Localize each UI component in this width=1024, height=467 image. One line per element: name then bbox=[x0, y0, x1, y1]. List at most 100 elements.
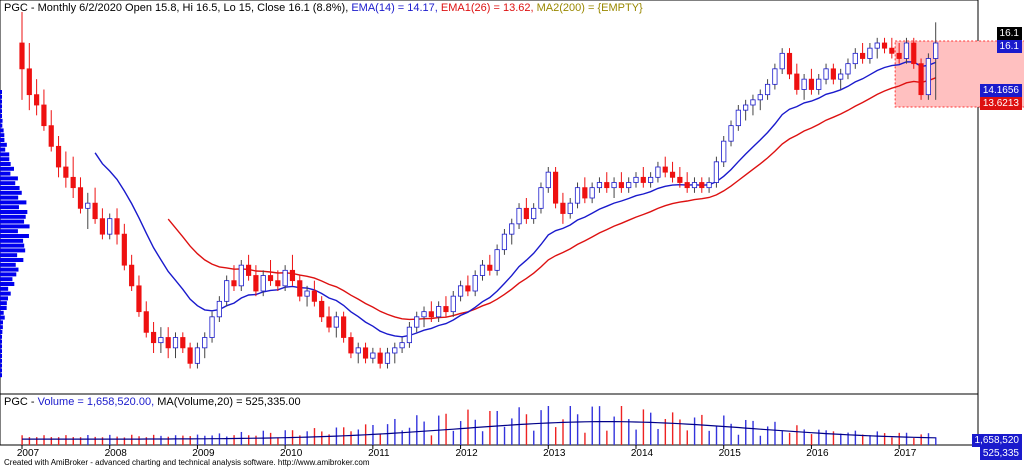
candle-body bbox=[238, 264, 244, 287]
volume-bar bbox=[57, 437, 60, 445]
candle-body bbox=[699, 182, 705, 189]
volume-bar bbox=[576, 414, 579, 445]
candle-body bbox=[860, 52, 866, 59]
profile-bar bbox=[0, 157, 10, 162]
candle-body bbox=[282, 269, 288, 287]
candle-body bbox=[370, 352, 376, 359]
candle-body bbox=[194, 347, 201, 364]
profile-bar bbox=[0, 258, 24, 262]
volume-profile bbox=[0, 90, 30, 378]
profile-bar bbox=[0, 109, 2, 114]
volume-bar bbox=[642, 409, 645, 445]
candle-body bbox=[92, 202, 98, 220]
volume-bar bbox=[72, 437, 74, 445]
candle-body bbox=[626, 182, 632, 189]
candle-body bbox=[874, 42, 880, 49]
candle-body bbox=[41, 104, 47, 127]
profile-bar bbox=[0, 282, 15, 286]
profile-bar bbox=[0, 99, 2, 104]
volume-bar bbox=[628, 419, 630, 445]
volume-bar bbox=[803, 429, 805, 445]
symbol-info: PGC - Monthly 6/2/2020 Open 15.8, Hi 16.… bbox=[4, 2, 346, 14]
volume-bar bbox=[87, 435, 89, 445]
candle-body bbox=[531, 207, 537, 220]
chart-frame bbox=[0, 0, 979, 446]
candle-body bbox=[925, 58, 931, 96]
candle-body bbox=[677, 176, 683, 183]
candle-body bbox=[669, 171, 676, 178]
year-label: 2017 bbox=[894, 448, 917, 459]
profile-bar bbox=[0, 253, 18, 258]
candle-body bbox=[443, 306, 449, 313]
volume-bar bbox=[394, 418, 396, 445]
volume-bar bbox=[21, 435, 23, 445]
volume-bar bbox=[613, 416, 615, 445]
profile-bar bbox=[0, 133, 5, 138]
candle-body bbox=[202, 337, 208, 349]
volume-bar bbox=[540, 410, 542, 445]
candle-body bbox=[150, 331, 157, 344]
volume-bar bbox=[854, 430, 857, 445]
profile-bar bbox=[0, 373, 2, 378]
volume-bar bbox=[138, 436, 140, 445]
year-label: 2008 bbox=[105, 448, 128, 459]
candle-body bbox=[933, 42, 939, 59]
volume-bar bbox=[788, 432, 791, 445]
volume-bar bbox=[511, 418, 513, 445]
candle-body bbox=[523, 207, 529, 220]
candle-body bbox=[582, 187, 588, 199]
candle-body bbox=[421, 311, 427, 318]
volume-bar bbox=[766, 426, 769, 445]
candle-body bbox=[107, 218, 113, 235]
candle-body bbox=[713, 161, 719, 183]
candle-body bbox=[99, 218, 105, 235]
candle-body bbox=[516, 207, 522, 225]
candle-body bbox=[757, 94, 763, 101]
volume-ma-value-label: 525,335 bbox=[979, 447, 1022, 460]
year-label: 2012 bbox=[455, 448, 478, 459]
volume-bar bbox=[474, 419, 476, 445]
volume-bar bbox=[927, 433, 930, 445]
volume-bar bbox=[554, 427, 557, 445]
candle-body bbox=[311, 290, 317, 302]
profile-bar bbox=[0, 152, 10, 157]
candle-body bbox=[231, 280, 237, 287]
candle-body bbox=[596, 182, 603, 189]
volume-bar bbox=[818, 429, 820, 445]
candle-body bbox=[209, 316, 215, 338]
candle-body bbox=[662, 166, 668, 173]
volume-bar bbox=[679, 419, 681, 445]
profile-bar bbox=[0, 272, 17, 277]
volume-bar bbox=[810, 434, 813, 445]
candle-body bbox=[838, 73, 844, 80]
year-axis: 2007 2008 2009 2010 2011 2012 2013 2014 2015 2016… bbox=[17, 445, 1004, 459]
candle-body bbox=[545, 171, 551, 189]
volume-bar bbox=[796, 425, 798, 445]
candle-body bbox=[655, 166, 661, 178]
footer-credit: Created with AmiBroker - advanced charti… bbox=[4, 458, 370, 467]
candle-body bbox=[743, 104, 749, 111]
year-label: 2015 bbox=[719, 448, 742, 459]
candle-body bbox=[538, 187, 544, 209]
volume-bar bbox=[869, 435, 871, 445]
candle-body bbox=[648, 176, 654, 183]
candle-body bbox=[114, 218, 120, 235]
candle-body bbox=[348, 337, 354, 354]
candle-body bbox=[392, 347, 398, 354]
volume-bar bbox=[160, 435, 162, 445]
volume-bar bbox=[423, 421, 425, 445]
volume-bar bbox=[503, 426, 506, 445]
candle-body bbox=[216, 300, 222, 318]
volume-bar bbox=[452, 430, 455, 445]
volume-bar bbox=[737, 434, 740, 445]
year-label: 2010 bbox=[280, 448, 303, 459]
candle-body bbox=[319, 300, 325, 318]
profile-bar bbox=[0, 243, 25, 248]
volume-bar bbox=[211, 435, 213, 445]
candle-body bbox=[560, 202, 566, 214]
candle-body bbox=[903, 42, 910, 59]
ema14-path bbox=[94, 61, 936, 338]
candle-body bbox=[275, 280, 281, 287]
year-label: 2007 bbox=[17, 448, 40, 459]
profile-bar bbox=[0, 138, 5, 142]
